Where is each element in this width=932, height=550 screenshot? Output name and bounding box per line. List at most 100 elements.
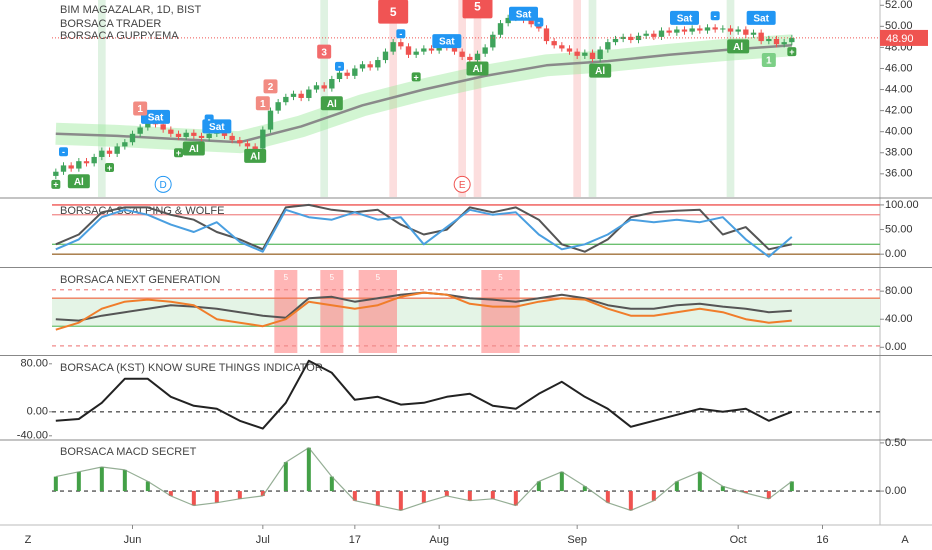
signal-box (396, 29, 406, 39)
candle-body (252, 146, 258, 150)
signal-zone (274, 270, 298, 353)
pane-title: BIM MAGAZALAR, 1D, BIST (60, 4, 201, 16)
corner-button[interactable]: A (901, 534, 909, 546)
signal-label: + (789, 47, 794, 57)
y-tick-label: 44.00 (885, 83, 913, 95)
signal-box (534, 17, 544, 27)
x-tick-label: Aug (429, 534, 449, 546)
signal-box (710, 11, 720, 21)
candle-body (183, 132, 189, 137)
candle-body (543, 28, 550, 42)
signal-label: Sat (439, 37, 455, 48)
candle-body (651, 33, 657, 37)
histogram-bar (168, 491, 173, 496)
signal-box (670, 10, 699, 25)
indicator-line (55, 208, 793, 258)
y-tick-label: 50.00 (885, 223, 913, 235)
highlight-bar (573, 0, 581, 197)
signal-label: - (208, 114, 211, 124)
candle-body (612, 38, 619, 43)
candle-body (306, 89, 312, 98)
candle-body (758, 32, 764, 42)
y-tick-label: 0.50 (885, 437, 906, 449)
pane-title: BORSACA NEXT GENERATION (60, 274, 220, 286)
signal-box (317, 44, 332, 59)
candle-body (198, 135, 205, 139)
histogram-bar (99, 466, 104, 492)
histogram-bar (651, 491, 656, 501)
highlight-bar (588, 0, 597, 197)
candle-body (53, 171, 59, 176)
candle-body (589, 52, 596, 59)
candle-body (674, 29, 680, 33)
indicator-line (55, 291, 792, 331)
histogram-outline (55, 447, 793, 511)
candle-body (451, 47, 458, 52)
candle-body (260, 129, 266, 149)
candle-body (743, 29, 749, 35)
candle-body (766, 38, 772, 42)
candle-body (244, 143, 251, 147)
signal-box (182, 141, 205, 156)
candle-body (704, 27, 711, 31)
signal-label: 1 (766, 56, 772, 67)
candle-body (398, 42, 404, 47)
signal-box (466, 61, 489, 76)
candle-body (137, 127, 143, 134)
candle-body (482, 47, 488, 54)
candle-body (574, 51, 580, 56)
indicator-name: BORSACA TRADER (60, 18, 161, 30)
signal-box (787, 47, 797, 57)
candle-body (359, 64, 366, 69)
candle-body (505, 17, 511, 24)
candle-body (750, 32, 757, 35)
signal-box (320, 96, 343, 111)
histogram-bar (513, 491, 518, 506)
candle-body (237, 140, 243, 144)
candle-body (421, 48, 427, 52)
candle-body (83, 161, 90, 164)
histogram-bar (536, 481, 541, 492)
candle-body (720, 28, 726, 30)
candle-body (275, 102, 281, 111)
histogram-bar (375, 491, 380, 506)
signal-box (411, 72, 421, 82)
candle-body (597, 49, 603, 59)
candle-body (352, 68, 358, 76)
x-tick-label: Oct (730, 534, 747, 546)
signal-label: - (714, 11, 717, 21)
histogram-bar (628, 491, 633, 511)
signal-label: - (537, 17, 540, 27)
candle-body (191, 132, 197, 136)
histogram-bar (191, 491, 196, 506)
candle-body (635, 35, 642, 41)
candle-body (490, 34, 496, 48)
candle-body (290, 93, 297, 97)
signal-label: Sat (148, 113, 164, 124)
signal-zone (358, 270, 397, 353)
signal-box (263, 79, 278, 94)
x-tick-label: Jun (124, 534, 142, 546)
candle-body (689, 28, 695, 32)
histogram-bar (53, 476, 58, 492)
candle-body (428, 48, 435, 51)
signal-label: Al (250, 152, 260, 163)
histogram-bar (582, 486, 587, 492)
candle-body (313, 85, 320, 90)
corner-button[interactable]: Z (25, 534, 32, 546)
signal-label: - (62, 147, 65, 157)
histogram-bar (674, 481, 679, 492)
candle-body (467, 56, 473, 61)
candle-body (175, 133, 182, 137)
signal-label: Al (473, 64, 483, 75)
signal-label: Al (327, 99, 337, 110)
candle-body (60, 165, 67, 172)
candle-body (375, 60, 381, 68)
histogram-bar (214, 491, 219, 503)
y-tick-label: 0.00 (885, 485, 906, 497)
signal-box (67, 174, 90, 189)
candle-body (605, 42, 611, 50)
candle-body (91, 156, 97, 164)
marker-label: E (459, 180, 466, 191)
x-tick-label: 17 (349, 534, 361, 546)
